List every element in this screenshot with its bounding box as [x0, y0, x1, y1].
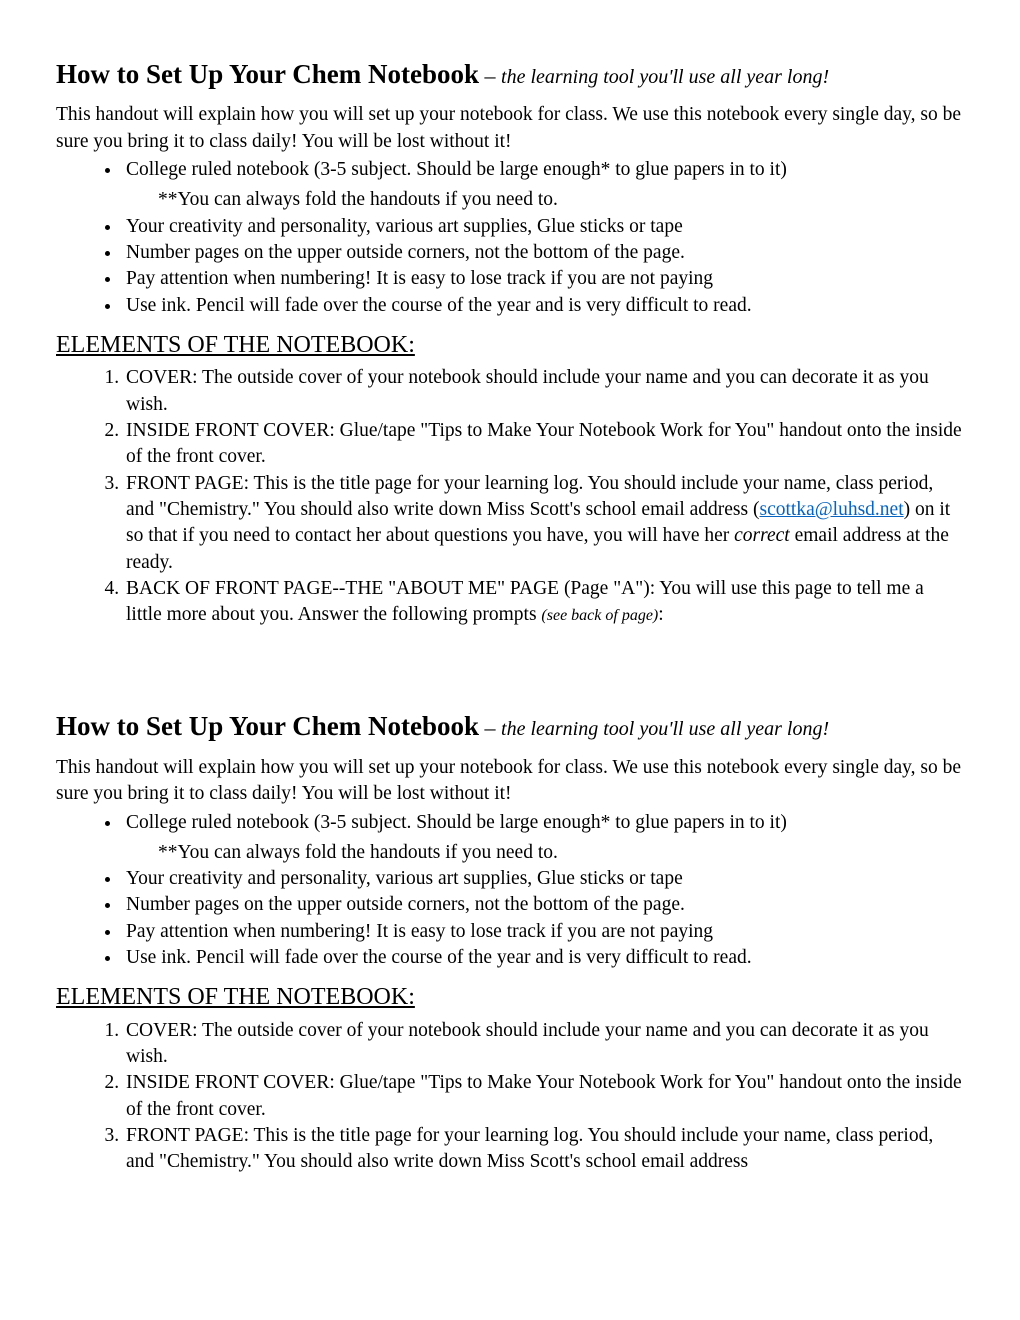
- list-item-front-page: FRONT PAGE: This is the title page for y…: [124, 471, 964, 576]
- supply-bullet-list: College ruled notebook (3-5 subject. Sho…: [56, 157, 964, 183]
- elements-numbered-list: COVER: The outside cover of your noteboo…: [56, 365, 964, 628]
- intro-paragraph: This handout will explain how you will s…: [56, 755, 964, 808]
- list-item-about-me: BACK OF FRONT PAGE--THE "ABOUT ME" PAGE …: [124, 576, 964, 629]
- bullet-subnote: **You can always fold the handouts if yo…: [158, 840, 964, 866]
- title-subtitle: the learning tool you'll use all year lo…: [501, 66, 829, 88]
- n4-text-pre: BACK OF FRONT PAGE--THE "ABOUT ME" PAGE …: [126, 578, 924, 625]
- list-item: COVER: The outside cover of your noteboo…: [124, 1018, 964, 1071]
- email-link[interactable]: scottka@luhsd.net: [759, 499, 903, 520]
- page-title: How to Set Up Your Chem Notebook – the l…: [56, 708, 964, 744]
- bullet-item: Pay attention when numbering! It is easy…: [122, 266, 964, 292]
- title-sep: –: [479, 715, 501, 740]
- n3-truncated-text: FRONT PAGE: This is the title page for y…: [126, 1125, 933, 1172]
- n4-text-post: :: [658, 604, 663, 625]
- bullet-item: Number pages on the upper outside corner…: [122, 892, 964, 918]
- bullet-item: College ruled notebook (3-5 subject. Sho…: [122, 157, 964, 183]
- section-heading: ELEMENTS OF THE NOTEBOOK:: [56, 981, 964, 1013]
- supply-bullet-list: College ruled notebook (3-5 subject. Sho…: [56, 810, 964, 836]
- bullet-item: Use ink. Pencil will fade over the cours…: [122, 293, 964, 319]
- title-bold: How to Set Up Your Chem Notebook: [56, 59, 479, 89]
- supply-bullet-list-cont: Your creativity and personality, various…: [56, 866, 964, 971]
- elements-numbered-list: COVER: The outside cover of your noteboo…: [56, 1018, 964, 1176]
- title-bold: How to Set Up Your Chem Notebook: [56, 711, 479, 741]
- bullet-item: Your creativity and personality, various…: [122, 866, 964, 892]
- page-title: How to Set Up Your Chem Notebook – the l…: [56, 56, 964, 92]
- bullet-item: College ruled notebook (3-5 subject. Sho…: [122, 810, 964, 836]
- bullet-item: Pay attention when numbering! It is easy…: [122, 919, 964, 945]
- see-back-note: (see back of page): [541, 607, 658, 624]
- bullet-item: Use ink. Pencil will fade over the cours…: [122, 945, 964, 971]
- list-item: INSIDE FRONT COVER: Glue/tape "Tips to M…: [124, 418, 964, 471]
- bullet-item: Your creativity and personality, various…: [122, 214, 964, 240]
- bullet-item: Number pages on the upper outside corner…: [122, 240, 964, 266]
- supply-bullet-list-cont: Your creativity and personality, various…: [56, 214, 964, 319]
- intro-paragraph: This handout will explain how you will s…: [56, 102, 964, 155]
- list-item: INSIDE FRONT COVER: Glue/tape "Tips to M…: [124, 1070, 964, 1123]
- list-item: COVER: The outside cover of your noteboo…: [124, 365, 964, 418]
- list-item-front-page-truncated: FRONT PAGE: This is the title page for y…: [124, 1123, 964, 1176]
- title-subtitle: the learning tool you'll use all year lo…: [501, 718, 829, 740]
- bullet-subnote: **You can always fold the handouts if yo…: [158, 187, 964, 213]
- title-sep: –: [479, 63, 501, 88]
- correct-italic: correct: [734, 525, 790, 546]
- section-spacer: [56, 628, 964, 708]
- section-heading: ELEMENTS OF THE NOTEBOOK:: [56, 329, 964, 361]
